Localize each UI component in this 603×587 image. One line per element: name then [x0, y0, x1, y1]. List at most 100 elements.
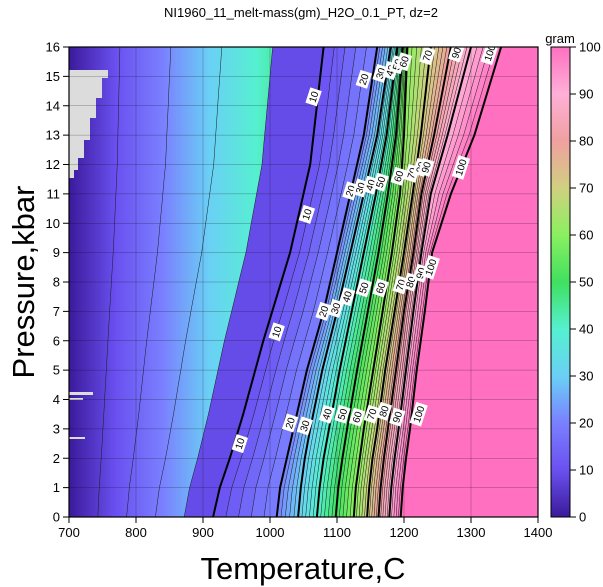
- contour-label: 30: [327, 298, 344, 318]
- x-tick-label: 1200: [390, 525, 419, 540]
- minor-contour: [238, 47, 346, 517]
- minor-contour: [339, 47, 404, 517]
- x-tick-label: 1000: [256, 525, 285, 540]
- contour-label: 60: [372, 278, 389, 298]
- contour-label-bg: [375, 401, 393, 421]
- colorbar-tick-label: 0: [579, 510, 586, 525]
- minor-contours: [97, 47, 496, 517]
- colorbar-label: gram: [545, 31, 575, 46]
- minor-contour: [263, 47, 367, 517]
- y-tick-label: 9: [53, 245, 60, 260]
- contour-label-bg: [305, 87, 322, 107]
- contour-label-bg: [389, 407, 406, 427]
- y-tick-label: 15: [46, 69, 60, 84]
- contour-label: 90: [417, 157, 435, 177]
- x-tick-label: 900: [192, 525, 214, 540]
- y-tick-label: 8: [53, 275, 60, 290]
- colorbar-tick-label: 20: [579, 416, 593, 431]
- contour-label-text: 40: [321, 407, 335, 421]
- contour-label: 60: [395, 52, 413, 72]
- contour-label: 10: [305, 87, 322, 107]
- major-contour-40: [315, 47, 399, 517]
- contour-label: 60: [348, 407, 366, 427]
- contour-label: 100: [451, 155, 471, 180]
- contour-label-bg: [327, 298, 344, 318]
- contour-label-bg: [451, 155, 471, 180]
- minor-contour: [312, 47, 397, 517]
- minor-contour: [250, 47, 357, 517]
- contour-label-bg: [362, 175, 379, 195]
- minor-contour: [280, 47, 381, 517]
- contour-label-text: 80: [378, 404, 392, 418]
- contour-label-text: 20: [358, 72, 372, 86]
- contour-label-bg: [372, 63, 389, 83]
- contour-label: 10: [298, 204, 316, 224]
- contour-label-bg: [318, 404, 336, 424]
- major-contour-30: [297, 47, 392, 517]
- minor-contour: [155, 47, 223, 517]
- x-tick-label: 1100: [323, 525, 351, 540]
- contour-label-text: 30: [330, 301, 344, 315]
- major-contour-20: [275, 47, 379, 517]
- contour-label-bg: [231, 434, 248, 454]
- contour-label: 70: [363, 404, 380, 424]
- y-tick-label: 16: [46, 40, 60, 55]
- colorbar-tick-label: 30: [579, 369, 593, 384]
- contour-label-bg: [372, 278, 389, 298]
- y-tick-label: 5: [53, 363, 60, 378]
- minor-contour: [393, 47, 484, 517]
- chart-title: NI1960_11_melt-mass(gm)_H2O_0.1_PT, dz=2: [164, 5, 438, 20]
- no-data-region: [69, 70, 108, 439]
- contour-label: 50: [355, 278, 372, 298]
- contour-label-bg: [296, 416, 313, 436]
- colorbar-scale: [550, 46, 571, 518]
- colorbar: gram 0 10 20 30 40 50 60 70 80 90 100: [545, 31, 601, 525]
- contour-label: 60: [390, 166, 407, 186]
- contour-label-bg: [448, 47, 465, 63]
- colorbar-tick-label: 60: [579, 228, 593, 243]
- x-tick-label: 700: [58, 525, 80, 540]
- contour-label-text: 100: [424, 258, 440, 278]
- contour-label-text: 60: [375, 281, 389, 295]
- contour-label-text: 50: [375, 175, 389, 189]
- contour-label-bg: [338, 287, 356, 307]
- contour-label-bg: [348, 407, 366, 427]
- minor-contour: [305, 47, 394, 517]
- y-tick-label: 6: [53, 333, 60, 348]
- contour-label-text: 50: [358, 281, 372, 295]
- contour-label-bg: [334, 404, 351, 424]
- contour-label-bg: [419, 47, 436, 66]
- x-tick-label: 1300: [457, 525, 486, 540]
- minor-contour: [293, 47, 389, 517]
- x-axis-label: Temperature,C: [200, 551, 405, 586]
- contour-label-text: 20: [318, 304, 332, 318]
- contour-label: 70: [419, 47, 436, 66]
- contour-label: 30: [296, 416, 313, 436]
- contour-label-text: 100: [454, 158, 470, 178]
- colorbar-tick-label: 40: [579, 322, 593, 337]
- contour-label: 20: [355, 69, 372, 89]
- major-contour-10: [212, 47, 325, 517]
- contour-labels: 1010101020202020303030304040404050505050…: [231, 47, 499, 454]
- colorbar-tick-label: 10: [579, 463, 593, 478]
- minor-contour: [289, 47, 386, 517]
- contour-label-bg: [390, 166, 407, 186]
- contour-label-bg: [395, 52, 413, 72]
- contour-label-text: 70: [421, 49, 435, 63]
- contour-label-text: 10: [271, 325, 285, 339]
- contour-label-bg: [298, 204, 316, 224]
- contour-label-bg: [342, 181, 359, 201]
- contour-label-text: 90: [391, 410, 405, 424]
- contour-label-bg: [268, 322, 285, 342]
- y-tick-label: 4: [53, 392, 60, 407]
- contour-label-text: 30: [299, 419, 313, 433]
- major-contour-50: [334, 47, 404, 517]
- minor-contour: [183, 47, 273, 517]
- contour-label-text: 60: [398, 55, 412, 69]
- contour-label-bg: [352, 178, 369, 198]
- x-tick-label: 1400: [524, 525, 553, 540]
- colorbar-tick-label: 100: [579, 40, 601, 55]
- contour-label-bg: [372, 172, 389, 192]
